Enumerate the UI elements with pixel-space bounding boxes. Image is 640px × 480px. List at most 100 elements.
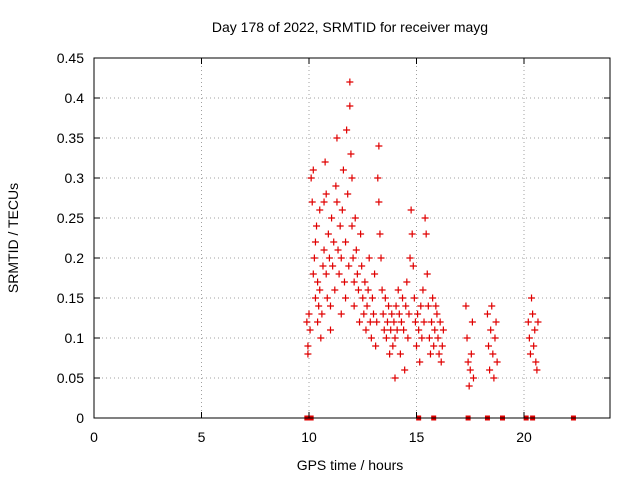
data-point (487, 326, 495, 334)
y-tick-label: 0.05 (57, 370, 84, 386)
data-point (314, 318, 322, 326)
data-point (365, 254, 373, 262)
data-point (368, 294, 376, 302)
data-point (337, 254, 345, 262)
y-tick-label: 0.35 (57, 130, 84, 146)
data-point (420, 318, 428, 326)
data-point (390, 318, 398, 326)
data-point (417, 302, 425, 310)
data-point (465, 382, 473, 390)
data-point (333, 198, 341, 206)
data-point (322, 190, 330, 198)
data-point (488, 302, 496, 310)
data-point (430, 342, 438, 350)
axis-ticks: 0 0.05 0.1 0.15 0.2 0.25 0.3 0.35 0.4 0.45 0 5 10 15 2… (57, 50, 610, 445)
data-point (425, 334, 433, 342)
data-point (402, 302, 410, 310)
data-point (344, 190, 352, 198)
data-point (320, 198, 328, 206)
x-tick-label: 20 (516, 429, 532, 445)
data-point (362, 326, 370, 334)
y-axis-label: SRMTID / TECUs (5, 183, 21, 293)
data-point (349, 254, 357, 262)
data-point (342, 294, 350, 302)
data-point (353, 270, 361, 278)
data-point (382, 334, 390, 342)
data-point (358, 262, 366, 270)
data-point (436, 318, 444, 326)
x-tick-label: 10 (301, 429, 317, 445)
data-point (388, 310, 396, 318)
x-tick-label: 0 (90, 429, 98, 445)
data-point (311, 294, 319, 302)
data-point (383, 318, 391, 326)
data-point (485, 342, 493, 350)
data-point (345, 262, 353, 270)
data-point (423, 270, 431, 278)
data-point (534, 318, 542, 326)
data-point (373, 318, 381, 326)
data-point (314, 278, 322, 286)
data-point (317, 334, 325, 342)
data-point (309, 166, 317, 174)
data-point (350, 278, 358, 286)
data-point (305, 310, 313, 318)
data-point (367, 334, 375, 342)
data-point (329, 262, 337, 270)
data-point (334, 246, 342, 254)
data-point (391, 374, 399, 382)
data-point (397, 318, 405, 326)
data-point (463, 334, 471, 342)
data-point (372, 342, 380, 350)
data-point (306, 326, 314, 334)
data-point (411, 318, 419, 326)
x-tick-label: 15 (409, 429, 425, 445)
data-point (528, 294, 536, 302)
data-point (340, 278, 348, 286)
data-point (467, 350, 475, 358)
data-point (322, 270, 330, 278)
data-point (348, 174, 356, 182)
data-point (400, 326, 408, 334)
data-point (526, 350, 534, 358)
data-point (361, 278, 369, 286)
data-point (415, 326, 423, 334)
data-point (354, 286, 362, 294)
data-point (403, 278, 411, 286)
data-point (337, 310, 345, 318)
data-point (304, 342, 312, 350)
data-point (325, 254, 333, 262)
data-point (433, 310, 441, 318)
data-point (350, 302, 358, 310)
data-point (332, 182, 340, 190)
data-point (330, 238, 338, 246)
data-point (492, 318, 500, 326)
data-point (399, 294, 407, 302)
data-point (524, 318, 532, 326)
data-point (316, 286, 324, 294)
data-point (346, 102, 354, 110)
chart-title: Day 178 of 2022, SRMTID for receiver may… (212, 19, 488, 35)
data-point (530, 342, 538, 350)
data-point (437, 358, 445, 366)
data-point (339, 166, 347, 174)
data-point (422, 230, 430, 238)
data-point (307, 174, 315, 182)
data-point (370, 310, 377, 318)
data-point (316, 206, 324, 214)
data-point (525, 334, 533, 342)
grid-lines (94, 58, 610, 418)
data-point (313, 222, 321, 230)
y-tick-label: 0.25 (57, 210, 84, 226)
data-point (315, 302, 323, 310)
data-point (435, 350, 443, 358)
data-point (343, 126, 351, 134)
data-point (392, 302, 400, 310)
data-point (338, 206, 346, 214)
data-point (386, 350, 394, 358)
data-point (327, 302, 334, 310)
data-point (429, 294, 437, 302)
data-point (531, 326, 539, 334)
data-point (419, 286, 427, 294)
